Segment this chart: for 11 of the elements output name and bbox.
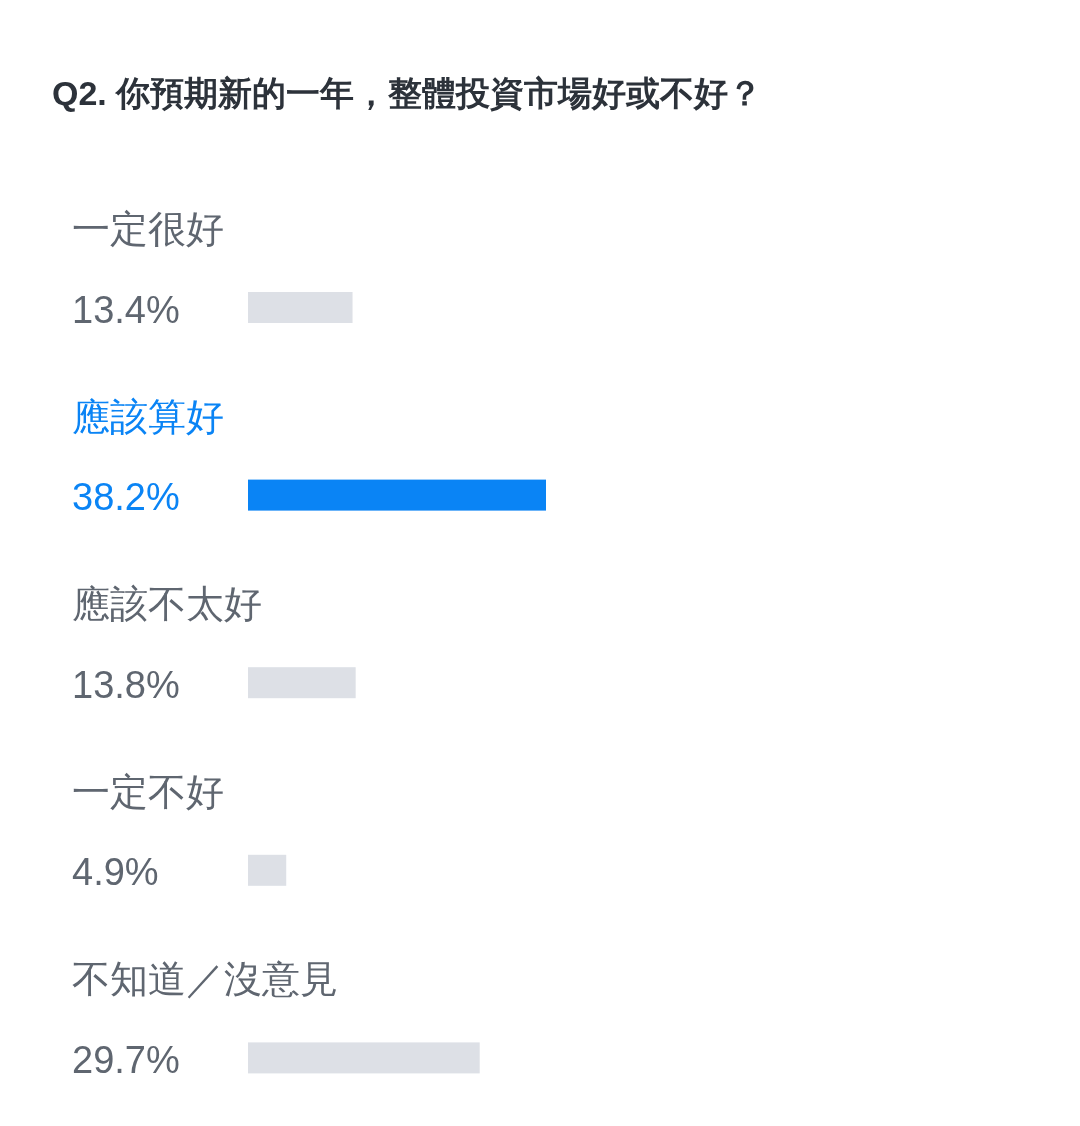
category-label: 應該不太好 [72, 583, 262, 626]
category-label: 不知道／沒意見 [72, 958, 338, 1001]
value-label: 13.8% [72, 663, 180, 706]
value-label: 4.9% [72, 851, 159, 894]
value-label: 38.2% [72, 476, 180, 519]
category-label: 一定很好 [72, 208, 224, 250]
title: Q2. 你預期新的一年，整體投資市場好或不好？ [52, 74, 763, 112]
value-label: 29.7% [72, 1038, 180, 1081]
category-label: 應該算好 [72, 395, 224, 438]
category-label: 一定不好 [72, 770, 224, 813]
value-label: 13.4% [72, 288, 180, 331]
